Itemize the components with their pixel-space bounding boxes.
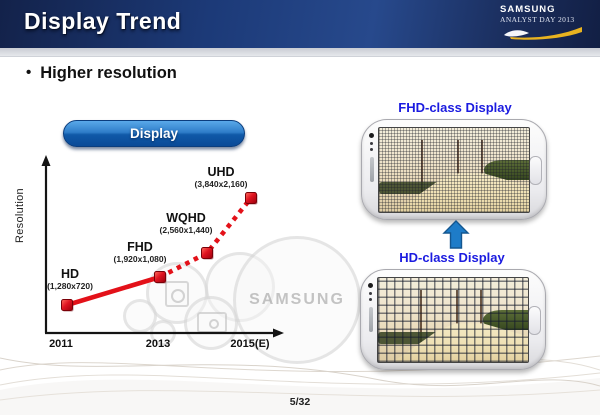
badge-brand-text: SAMSUNG: [500, 4, 556, 15]
hd-phone-screen: [377, 277, 529, 363]
header-bar: Display Trend SAMSUNG ANALYST DAY 2013: [0, 0, 600, 48]
phone-sensor-dot: [370, 148, 373, 151]
bullet-dot: •: [26, 64, 32, 81]
phone-home-button: [529, 156, 542, 185]
upgrade-arrow-icon: [442, 220, 470, 249]
coarse-pixel-grid-overlay: [378, 278, 528, 362]
washer-icon: [165, 281, 189, 307]
phone-camera-dot: [368, 283, 373, 288]
autumn-road-photo: [379, 128, 529, 212]
phone-sensor-dot: [369, 292, 372, 295]
samsung-analyst-day-badge: SAMSUNG ANALYST DAY 2013: [500, 5, 586, 40]
chart-point-label-hd: HD (1,280x720): [47, 267, 93, 292]
fhd-phone-image: [361, 119, 547, 220]
fhd-phone-screen: [378, 127, 530, 213]
chart-point-label-uhd: UHD (3,840x2,160): [194, 165, 248, 190]
badge-event-text: ANALYST DAY 2013: [500, 15, 575, 24]
phone-speaker-grille: [370, 157, 374, 182]
watermark-samsung-text: SAMSUNG: [249, 291, 345, 308]
badge-swoosh-icon: [504, 27, 582, 40]
autumn-road-photo: [378, 278, 528, 362]
phone-camera-dot: [369, 133, 374, 138]
data-point-markers: [61, 192, 258, 312]
decorative-waves: [0, 341, 600, 415]
hd-class-caption: HD-class Display: [399, 250, 505, 265]
watermark-circle-large: SAMSUNG: [233, 236, 361, 364]
bullet-item: • Higher resolution: [26, 63, 177, 83]
bullet-text: Higher resolution: [40, 63, 177, 82]
fhd-class-caption: FHD-class Display: [398, 100, 512, 115]
phone-home-button: [528, 306, 541, 335]
display-pill-text: Display: [129, 126, 179, 141]
header-divider-band: [0, 48, 600, 57]
phone-sensor-dot: [369, 298, 372, 301]
display-label-pill: Display: [63, 120, 245, 147]
phone-sensor-dot: [370, 142, 373, 145]
phone-speaker-grille: [369, 307, 373, 332]
chart-point-label-wqhd: WQHD (2,560x1,440): [159, 211, 213, 236]
page-number: 5/32: [289, 396, 311, 408]
x-tick-2013: 2013: [145, 338, 171, 350]
y-axis-label: Resolution: [14, 188, 26, 243]
page-title: Display Trend: [24, 8, 182, 34]
hd-phone-image: [360, 269, 546, 370]
fine-pixel-grid-overlay: [379, 128, 529, 212]
x-tick-2015e: 2015(E): [230, 338, 270, 350]
chart-point-label-fhd: FHD (1,920x1,080): [113, 240, 167, 265]
x-tick-2011: 2011: [49, 338, 73, 350]
